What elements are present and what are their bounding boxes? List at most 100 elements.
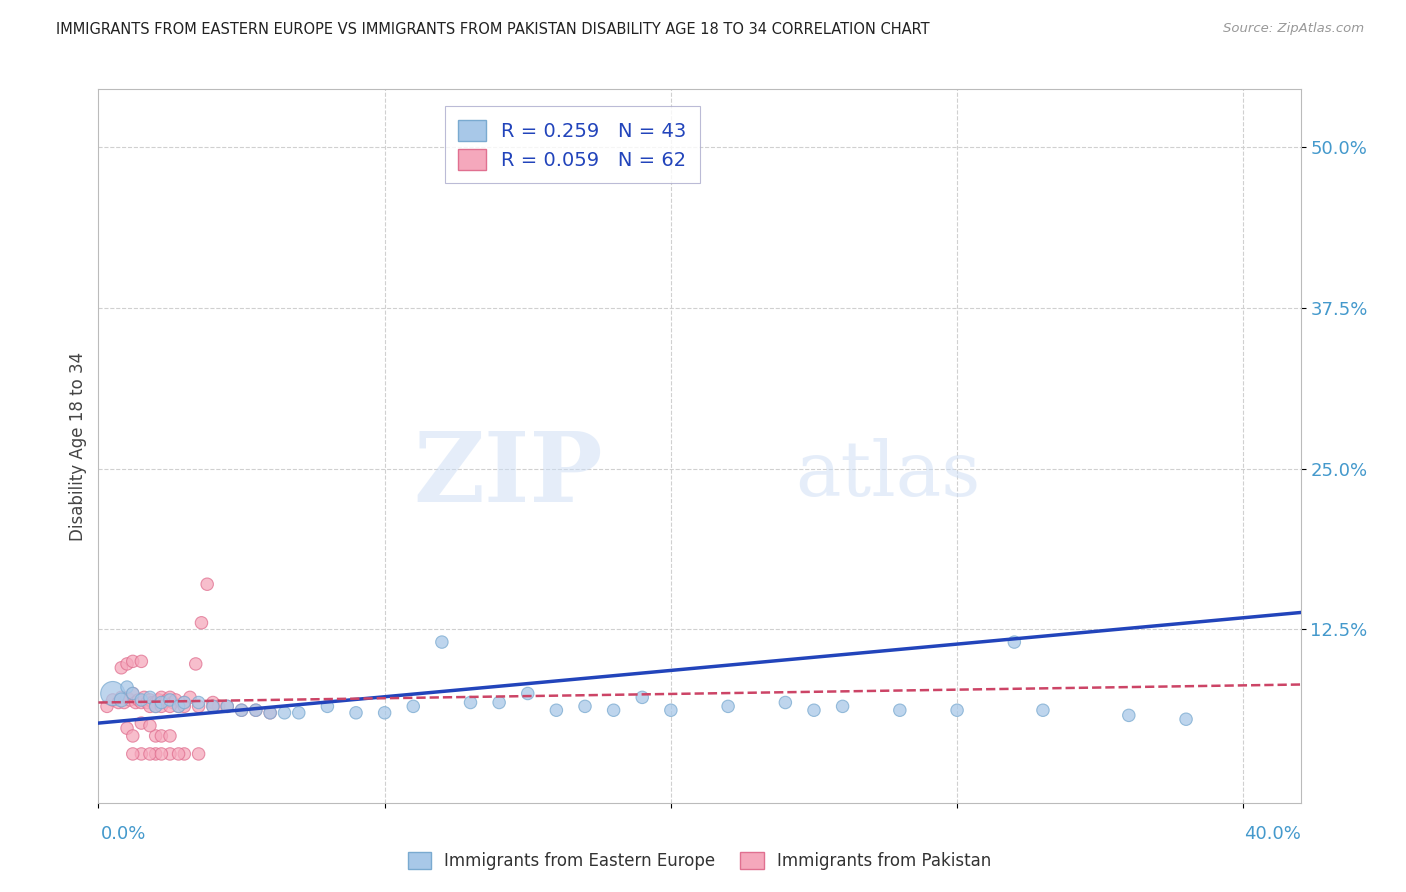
Point <box>110 690 132 705</box>
Point <box>150 699 173 714</box>
Point <box>131 716 153 731</box>
Point <box>201 699 224 714</box>
Point <box>259 706 281 720</box>
Point <box>128 693 150 707</box>
Point <box>139 693 162 707</box>
Point <box>717 699 740 714</box>
Point <box>173 696 195 710</box>
Point <box>184 657 207 671</box>
Point <box>316 699 339 714</box>
Point <box>201 699 224 714</box>
Point <box>131 654 153 668</box>
Point <box>139 690 162 705</box>
Point <box>131 696 153 710</box>
Point <box>245 703 267 717</box>
Point <box>259 706 281 720</box>
Text: atlas: atlas <box>796 438 981 511</box>
Point <box>159 693 181 707</box>
Point <box>187 699 209 714</box>
Point <box>488 696 510 710</box>
Point <box>121 686 143 700</box>
Point <box>167 747 190 761</box>
Text: IMMIGRANTS FROM EASTERN EUROPE VS IMMIGRANTS FROM PAKISTAN DISABILITY AGE 18 TO : IMMIGRANTS FROM EASTERN EUROPE VS IMMIGR… <box>56 22 929 37</box>
Point <box>201 696 224 710</box>
Point <box>121 686 143 700</box>
Point <box>217 699 239 714</box>
Point <box>430 635 453 649</box>
Point <box>121 654 143 668</box>
Point <box>115 721 138 735</box>
Point <box>775 696 797 710</box>
Point <box>231 703 253 717</box>
Point <box>245 703 267 717</box>
Point <box>167 699 190 714</box>
Point <box>131 693 153 707</box>
Point <box>460 696 482 710</box>
Point <box>142 696 165 710</box>
Text: Source: ZipAtlas.com: Source: ZipAtlas.com <box>1223 22 1364 36</box>
Point <box>134 690 156 705</box>
Point <box>402 699 425 714</box>
Point <box>179 690 201 705</box>
Point <box>173 699 195 714</box>
Point <box>131 747 153 761</box>
Point <box>139 719 162 733</box>
Point <box>145 699 167 714</box>
Point <box>165 693 187 707</box>
Point <box>231 703 253 717</box>
Point <box>156 693 179 707</box>
Point <box>145 699 167 714</box>
Point <box>208 699 231 714</box>
Point <box>150 729 173 743</box>
Point <box>115 657 138 671</box>
Point <box>374 706 396 720</box>
Point <box>153 696 176 710</box>
Point <box>162 696 184 710</box>
Point <box>173 696 195 710</box>
Point <box>107 696 129 710</box>
Point <box>136 696 159 710</box>
Point <box>516 686 538 700</box>
Point <box>195 577 218 591</box>
Point <box>187 747 209 761</box>
Point <box>159 729 181 743</box>
Point <box>190 615 212 630</box>
Point <box>150 696 173 710</box>
Point <box>1118 708 1140 723</box>
Point <box>145 729 167 743</box>
Point <box>101 686 124 700</box>
Text: ZIP: ZIP <box>413 427 603 522</box>
Point <box>1032 703 1054 717</box>
Point <box>110 693 132 707</box>
Point <box>145 747 167 761</box>
Point <box>173 747 195 761</box>
Point <box>145 696 167 710</box>
Point <box>124 696 146 710</box>
Point <box>148 693 170 707</box>
Y-axis label: Disability Age 18 to 34: Disability Age 18 to 34 <box>69 351 87 541</box>
Point <box>121 747 143 761</box>
Point <box>546 703 568 717</box>
Point <box>831 699 853 714</box>
Point <box>118 693 141 707</box>
Point <box>574 699 596 714</box>
Point <box>159 747 181 761</box>
Legend: Immigrants from Eastern Europe, Immigrants from Pakistan: Immigrants from Eastern Europe, Immigran… <box>401 845 998 877</box>
Point <box>115 680 138 694</box>
Point <box>139 747 162 761</box>
Text: 40.0%: 40.0% <box>1244 825 1301 843</box>
Point <box>101 693 124 707</box>
Point <box>159 690 181 705</box>
Point <box>150 690 173 705</box>
Point <box>159 699 181 714</box>
Point <box>659 703 682 717</box>
Point <box>889 703 911 717</box>
Point <box>121 729 143 743</box>
Point <box>602 703 624 717</box>
Point <box>631 690 654 705</box>
Point <box>946 703 969 717</box>
Point <box>167 699 190 714</box>
Point <box>150 747 173 761</box>
Point <box>112 696 135 710</box>
Point <box>287 706 309 720</box>
